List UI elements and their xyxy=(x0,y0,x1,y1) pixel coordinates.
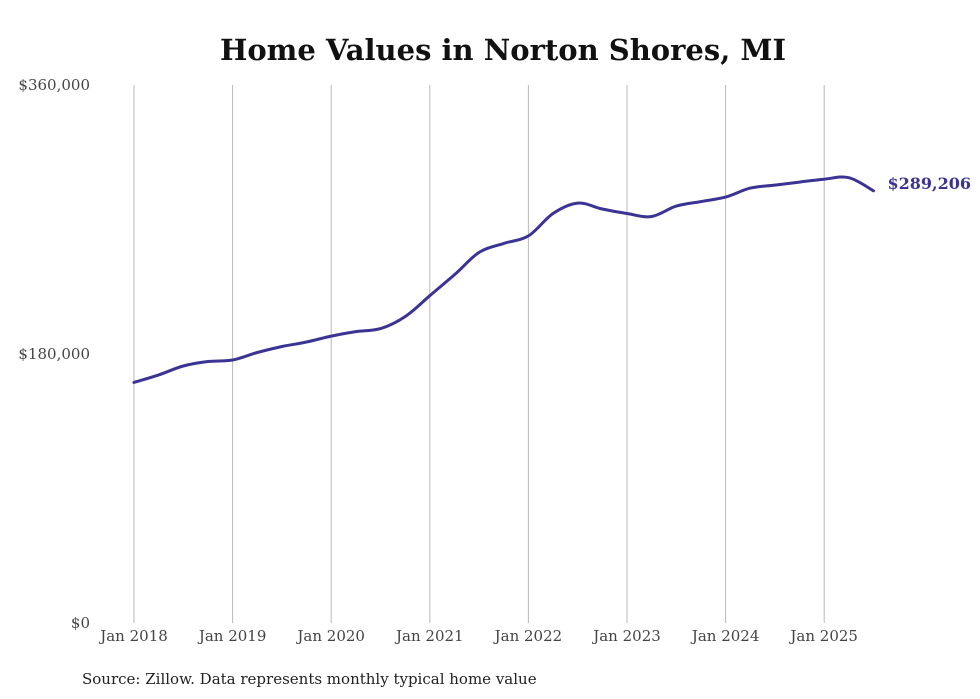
latest-value-label: $289,206 xyxy=(888,174,972,193)
chart-title: Home Values in Norton Shores, MI xyxy=(220,33,786,67)
x-tick-label: Jan 2020 xyxy=(295,627,365,645)
y-tick-label: $180,000 xyxy=(18,345,90,363)
home-value-line xyxy=(132,175,875,384)
x-gridlines xyxy=(133,85,825,623)
x-axis-ticks: Jan 2018 Jan 2019 Jan 2020 Jan 2021 Jan 2022… xyxy=(98,627,858,645)
y-tick-label: $360,000 xyxy=(18,76,90,94)
x-tick-label: Jan 2022 xyxy=(493,627,563,645)
source-note: Source: Zillow. Data represents monthly … xyxy=(82,670,537,688)
y-axis-ticks: $0 $180,000 $360,000 xyxy=(18,76,90,632)
x-tick-label: Jan 2024 xyxy=(690,627,760,645)
x-tick-label: Jan 2018 xyxy=(98,627,168,645)
x-tick-label: Jan 2025 xyxy=(788,627,858,645)
x-tick-label: Jan 2023 xyxy=(591,627,661,645)
y-tick-label: $0 xyxy=(71,614,90,632)
x-tick-label: Jan 2021 xyxy=(394,627,464,645)
x-tick-label: Jan 2019 xyxy=(197,627,267,645)
